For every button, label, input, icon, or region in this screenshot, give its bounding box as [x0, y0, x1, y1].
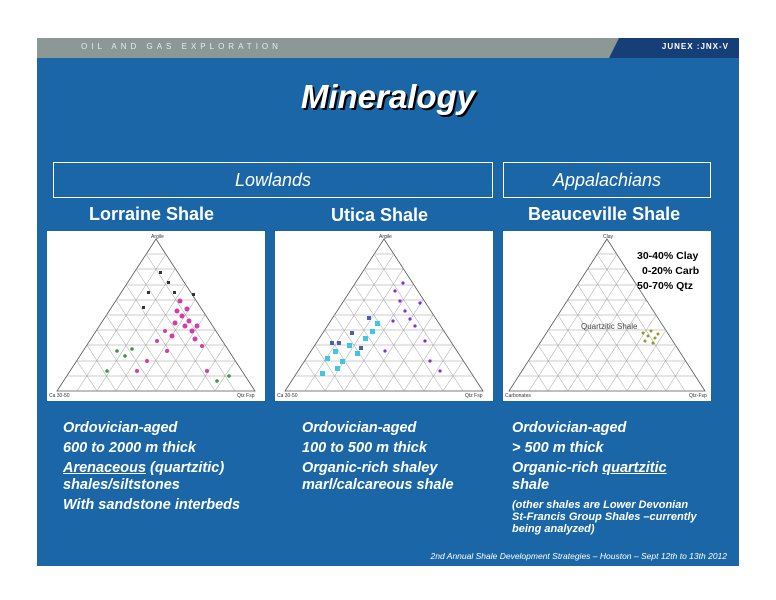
composition-qtz: 50-70% Qtz [637, 280, 693, 292]
composition-legend: 30-40% Clay 0-20% Carb 50-70% Qtz [637, 250, 699, 292]
beauceville-age: Ordovician-aged [512, 420, 627, 436]
ternary-plot-beauceville: Clay Carbonates Qtz-Fsp Quartzitic Shale… [505, 234, 707, 399]
left-vertex-label: Carbonates [505, 393, 531, 399]
lorraine-highlight: Arenaceous [63, 460, 147, 476]
lorraine-age: Ordovician-aged [63, 420, 178, 436]
right-vertex-label: Qtz-Fsp [689, 393, 707, 399]
ternary-diagram-utica: Argile Ca 30-50 Qtz Fsp [275, 231, 493, 401]
ticker-label: JUNEX :JNX-V [661, 42, 729, 51]
footer-event: 2nd Annual Shale Development Strategies … [430, 551, 727, 561]
lorraine-highlight-rest: (quartzitic) [146, 460, 225, 476]
lorraine-interbeds: With sandstone interbeds [63, 497, 241, 513]
ternary-diagram-lorraine: Argile Ca 30-50 Qtz Fsp [47, 231, 265, 401]
column-title-utica: Utica Shale [331, 205, 429, 225]
lorraine-lithology: Arenaceous (quartzitic) [63, 460, 273, 477]
beauceville-lithology: Organic-rich quartzitic [512, 460, 722, 477]
beauceville-thickness: > 500 m thick [512, 440, 604, 456]
beauceville-description: Ordovician-aged > 500 m thick Organic-ri… [512, 420, 722, 535]
composition-clay: 30-40% Clay [637, 250, 698, 262]
beauceville-lithology-2: shale [512, 477, 550, 493]
column-title-lorraine: Lorraine Shale [89, 204, 215, 224]
right-vertex-label: Qtz Fsp [465, 393, 483, 399]
composition-carb: 0-20% Carb [642, 265, 699, 277]
zone-label: Quartzitic Shale [581, 322, 638, 331]
utica-lithology: Organic-rich shaley [302, 460, 438, 476]
right-vertex-label: Qtz Fsp [237, 393, 255, 399]
company-tagline: OIL AND GAS EXPLORATION [81, 42, 282, 51]
left-vertex-label: Ca 30-50 [277, 393, 298, 399]
utica-thickness: 100 to 500 m thick [302, 440, 427, 456]
region-appalachians: Appalachians [503, 162, 711, 198]
lorraine-lithology-2: shales/siltstones [63, 477, 180, 493]
apex-label: Argile [151, 234, 164, 240]
utica-lithology-2: marl/calcareous shale [302, 477, 454, 493]
utica-age: Ordovician-aged [302, 420, 417, 436]
beauceville-note: (other shales are Lower Devonian St-Fran… [512, 499, 722, 535]
utica-description: Ordovician-aged 100 to 500 m thick Organ… [302, 420, 502, 494]
ternary-plot-utica: Argile Ca 30-50 Qtz Fsp [277, 234, 484, 399]
note-line-2: St-Francis Group Shales –currently [512, 511, 697, 523]
slide-title: Mineralogy [300, 78, 476, 115]
beauceville-lithology-prefix: Organic-rich [512, 460, 603, 476]
slide-body: Mineralogy Lowlands Appalachians Lorrain… [37, 58, 739, 566]
ternary-diagram-beauceville: Clay Carbonates Qtz-Fsp Quartzitic Shale… [503, 231, 711, 401]
apex-label: Clay [603, 234, 614, 240]
beauceville-highlight: quartzitic [602, 460, 667, 476]
region-lowlands: Lowlands [53, 162, 493, 198]
lorraine-thickness: 600 to 2000 m thick [63, 440, 196, 456]
note-line-3: being analyzed) [512, 523, 595, 535]
column-title-beauceville: Beauceville Shale [528, 204, 681, 224]
apex-label: Argile [379, 234, 392, 240]
note-line-1: (other shales are Lower Devonian [512, 499, 689, 511]
header-bar: OIL AND GAS EXPLORATION JUNEX :JNX-V [37, 38, 739, 58]
left-vertex-label: Ca 30-50 [49, 393, 70, 399]
ticker-tab: JUNEX :JNX-V [609, 38, 739, 58]
lorraine-description: Ordovician-aged 600 to 2000 m thick Aren… [63, 420, 273, 514]
ternary-plot-lorraine: Argile Ca 30-50 Qtz Fsp [49, 234, 256, 399]
